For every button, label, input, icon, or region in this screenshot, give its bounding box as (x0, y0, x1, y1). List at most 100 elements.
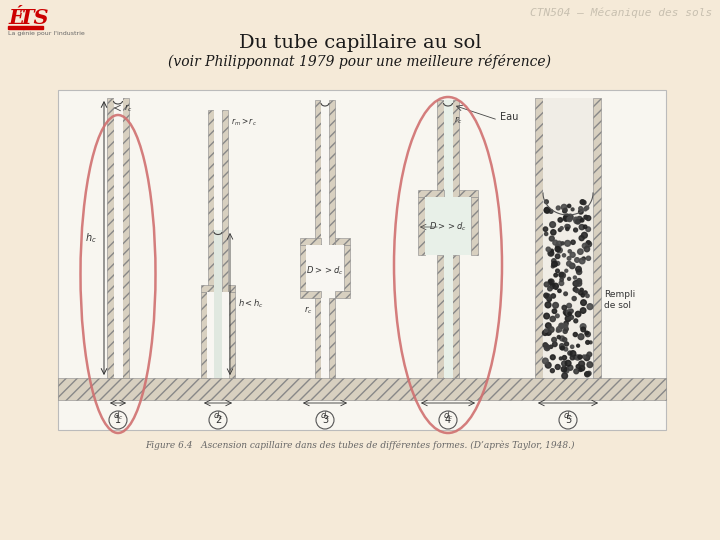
Point (562, 225, 573, 233)
Point (582, 370, 593, 379)
Point (555, 354, 567, 363)
Text: 4: 4 (445, 415, 451, 425)
Point (559, 327, 571, 336)
Bar (229, 292, 235, 378)
Point (539, 328, 551, 337)
Point (569, 273, 580, 282)
Point (563, 259, 575, 268)
Text: $d_c$: $d_c$ (320, 409, 330, 422)
Bar (58, 378, 666, 400)
Bar (425, 197, 471, 255)
Point (567, 251, 578, 259)
Point (563, 301, 575, 310)
Text: $h < h_c$: $h < h_c$ (238, 298, 264, 310)
Point (579, 231, 590, 240)
Text: TS: TS (18, 8, 49, 28)
Bar (418, 190, 444, 197)
Point (552, 242, 564, 251)
Point (541, 312, 552, 320)
Point (577, 325, 589, 334)
Point (546, 366, 558, 375)
Point (570, 367, 582, 376)
Point (540, 326, 552, 335)
Bar (214, 110, 222, 293)
Point (545, 278, 557, 286)
Point (562, 359, 574, 368)
Text: $D >> d_c$: $D >> d_c$ (306, 265, 343, 277)
Point (550, 301, 562, 309)
Point (556, 224, 567, 233)
Point (549, 340, 561, 349)
Point (575, 247, 586, 256)
Bar (315, 298, 321, 378)
Bar (8, 26, 43, 29)
Text: 1: 1 (115, 415, 121, 425)
Point (570, 285, 581, 294)
Bar (452, 255, 459, 378)
Point (561, 309, 572, 318)
Bar (315, 100, 321, 245)
Point (540, 291, 552, 300)
Bar (300, 245, 306, 291)
Point (544, 295, 555, 303)
Point (567, 342, 578, 351)
Point (558, 251, 570, 260)
Bar (321, 298, 329, 378)
Text: $h_c$: $h_c$ (85, 231, 97, 245)
Point (563, 201, 575, 210)
Point (582, 292, 593, 300)
Point (580, 213, 592, 221)
Point (577, 291, 588, 300)
Point (567, 349, 579, 358)
Point (545, 249, 557, 258)
Point (548, 256, 559, 265)
Point (564, 363, 576, 372)
Point (570, 215, 582, 224)
Bar (437, 100, 444, 197)
Point (581, 204, 593, 212)
Point (578, 198, 590, 207)
Point (560, 214, 572, 222)
Bar (222, 110, 228, 293)
Point (557, 334, 568, 343)
Point (584, 360, 595, 369)
Point (572, 265, 584, 273)
Point (584, 350, 595, 359)
Text: $d_c$: $d_c$ (113, 409, 123, 422)
Point (545, 277, 557, 286)
Point (563, 274, 575, 283)
Point (540, 225, 552, 233)
Point (543, 328, 554, 337)
Point (542, 361, 554, 369)
Bar (306, 245, 344, 291)
Text: CTN504 – Mécanique des sols: CTN504 – Mécanique des sols (530, 8, 712, 18)
Point (581, 353, 593, 362)
Bar (321, 100, 329, 245)
Point (541, 198, 552, 206)
Text: (voir Philipponnat 1979 pour une meilleure référence): (voir Philipponnat 1979 pour une meilleu… (168, 54, 552, 69)
Point (575, 204, 586, 213)
Point (578, 254, 590, 263)
Point (556, 321, 567, 330)
Text: La génie pour l'industrie: La génie pour l'industrie (8, 30, 85, 36)
Bar (201, 292, 207, 378)
Bar (201, 285, 214, 292)
Bar (452, 100, 459, 197)
Bar (228, 285, 235, 292)
Text: $d_c$: $d_c$ (563, 409, 573, 422)
Bar (208, 110, 214, 293)
Point (582, 330, 593, 339)
Point (570, 353, 581, 361)
Point (559, 372, 570, 380)
Point (572, 362, 584, 371)
Point (553, 333, 564, 341)
Point (558, 365, 570, 374)
Point (561, 266, 572, 275)
Point (570, 226, 581, 234)
Point (554, 240, 565, 248)
Point (550, 260, 562, 268)
Point (549, 307, 560, 315)
Point (571, 255, 582, 264)
Bar (207, 292, 229, 378)
Point (580, 205, 591, 213)
